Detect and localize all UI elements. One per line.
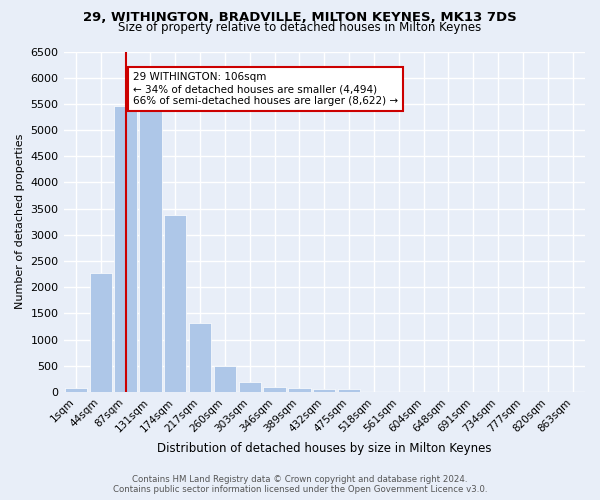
Bar bbox=[288, 388, 311, 392]
Text: Size of property relative to detached houses in Milton Keynes: Size of property relative to detached ho… bbox=[118, 22, 482, 35]
Bar bbox=[139, 106, 161, 392]
X-axis label: Distribution of detached houses by size in Milton Keynes: Distribution of detached houses by size … bbox=[157, 442, 491, 455]
Bar bbox=[313, 390, 335, 392]
Bar bbox=[338, 389, 360, 392]
Text: Contains HM Land Registry data © Crown copyright and database right 2024.
Contai: Contains HM Land Registry data © Crown c… bbox=[113, 474, 487, 494]
Bar bbox=[214, 366, 236, 392]
Bar bbox=[65, 388, 87, 392]
Bar bbox=[89, 273, 112, 392]
Bar bbox=[189, 324, 211, 392]
Y-axis label: Number of detached properties: Number of detached properties bbox=[15, 134, 25, 310]
Text: 29, WITHINGTON, BRADVILLE, MILTON KEYNES, MK13 7DS: 29, WITHINGTON, BRADVILLE, MILTON KEYNES… bbox=[83, 11, 517, 24]
Bar bbox=[115, 106, 137, 392]
Text: 29 WITHINGTON: 106sqm
← 34% of detached houses are smaller (4,494)
66% of semi-d: 29 WITHINGTON: 106sqm ← 34% of detached … bbox=[133, 72, 398, 106]
Bar bbox=[239, 382, 261, 392]
Bar bbox=[164, 215, 187, 392]
Bar bbox=[263, 386, 286, 392]
